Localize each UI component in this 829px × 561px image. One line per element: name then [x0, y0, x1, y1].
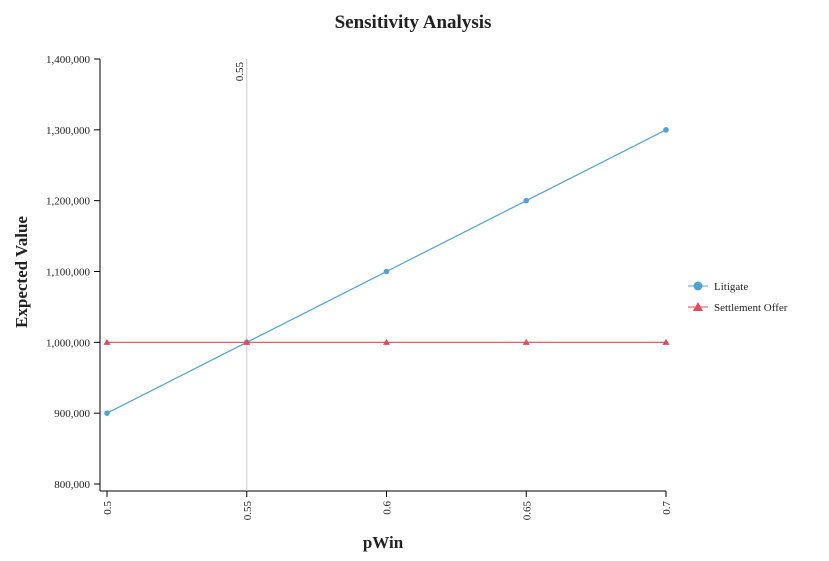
legend-label: Litigate [714, 281, 748, 293]
y-tick-label: 1,000,000 [46, 337, 91, 349]
y-tick-label: 900,000 [54, 408, 90, 420]
chart-title: Sensitivity Analysis [335, 12, 492, 33]
marker [104, 410, 110, 416]
marker [662, 338, 670, 345]
reference-label: 0.55 [234, 62, 246, 82]
y-tick-label: 800,000 [54, 479, 90, 491]
marker [523, 197, 530, 204]
marker [663, 127, 669, 133]
x-tick-label: 0.55 [242, 501, 254, 521]
y-tick-label: 1,400,000 [46, 54, 91, 66]
marker [522, 338, 530, 345]
legend-marker [693, 302, 703, 311]
y-tick-label: 1,100,000 [46, 267, 91, 279]
x-tick-label: 0.5 [102, 501, 114, 515]
legend-marker [693, 281, 703, 291]
x-tick-label: 0.6 [382, 501, 394, 515]
legend-label: Settlement Offer [714, 302, 788, 314]
y-tick-label: 1,200,000 [46, 196, 91, 208]
x-tick-label: 0.7 [661, 501, 673, 515]
marker [243, 338, 251, 345]
marker [103, 338, 111, 345]
x-tick-label: 0.65 [521, 501, 533, 521]
marker [383, 338, 390, 345]
y-axis-label: Expected Value [12, 216, 31, 328]
x-axis-label: pWin [363, 533, 404, 552]
marker [383, 268, 390, 275]
y-tick-label: 1,300,000 [46, 125, 91, 137]
